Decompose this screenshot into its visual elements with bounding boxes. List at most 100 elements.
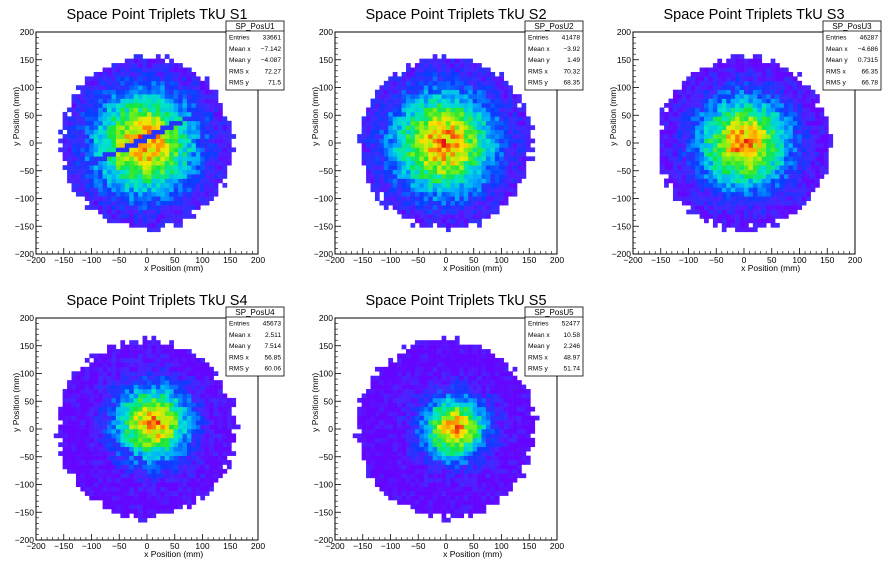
heatmap-bin bbox=[102, 107, 108, 113]
heatmap-bin bbox=[151, 455, 157, 461]
heatmap-bin bbox=[107, 120, 112, 126]
heatmap-bin bbox=[757, 71, 763, 77]
heatmap-bin bbox=[84, 402, 90, 408]
heatmap-bin bbox=[133, 349, 139, 354]
heatmap-bin bbox=[494, 178, 500, 184]
heatmap-bin bbox=[672, 191, 678, 197]
heatmap-bin bbox=[735, 120, 740, 126]
heatmap-bin bbox=[98, 460, 103, 465]
heatmap-bin bbox=[133, 214, 139, 219]
heatmap-bin bbox=[792, 129, 798, 135]
heatmap-bin bbox=[138, 349, 143, 354]
heatmap-bin bbox=[169, 344, 174, 350]
heatmap-bin bbox=[155, 205, 161, 210]
heatmap-bin bbox=[454, 200, 460, 206]
heatmap-bin bbox=[107, 446, 112, 452]
heatmap-bin bbox=[806, 107, 811, 113]
heatmap-bin bbox=[819, 107, 825, 113]
heatmap-bin bbox=[819, 160, 825, 166]
heatmap-bin bbox=[668, 129, 674, 135]
heatmap-bin bbox=[423, 67, 429, 73]
heatmap-bin bbox=[770, 67, 776, 73]
heatmap-bin bbox=[102, 424, 108, 430]
heatmap-bin bbox=[792, 89, 798, 95]
heatmap-bin bbox=[111, 446, 117, 452]
heatmap-bin bbox=[226, 138, 232, 144]
heatmap-bin bbox=[748, 178, 754, 184]
heatmap-bin bbox=[58, 138, 63, 144]
heatmap-bin bbox=[173, 468, 179, 474]
heatmap-bin bbox=[195, 103, 201, 108]
heatmap-bin bbox=[102, 182, 108, 188]
heatmap-bin bbox=[766, 151, 771, 157]
heatmap-bin bbox=[735, 200, 740, 206]
heatmap-bin bbox=[111, 63, 117, 68]
heatmap-bin bbox=[481, 107, 487, 113]
x-tick-label: −50 bbox=[112, 255, 127, 265]
heatmap-bin bbox=[169, 111, 174, 117]
heatmap-bin bbox=[410, 156, 416, 162]
heatmap-bin bbox=[160, 473, 166, 479]
histogram-name: SP_PosU1 bbox=[235, 22, 275, 31]
heatmap-bin bbox=[432, 200, 438, 206]
heatmap-bin bbox=[525, 129, 531, 135]
heatmap-bin bbox=[124, 116, 130, 122]
heatmap-bin bbox=[757, 200, 763, 206]
heatmap-bin bbox=[178, 402, 183, 408]
heatmap-bin bbox=[512, 156, 518, 162]
heatmap-bin bbox=[195, 76, 201, 82]
heatmap-bin bbox=[80, 85, 86, 91]
heatmap-bin bbox=[686, 94, 692, 99]
heatmap-bin bbox=[178, 151, 183, 157]
heatmap-bin bbox=[664, 156, 669, 162]
heatmap-bin bbox=[761, 76, 767, 82]
heatmap-bin bbox=[107, 138, 112, 144]
heatmap-bin bbox=[708, 129, 714, 135]
heatmap-bin bbox=[173, 393, 179, 399]
heatmap-bin bbox=[463, 71, 469, 77]
heatmap-bin bbox=[726, 76, 731, 82]
heatmap-bin bbox=[98, 411, 103, 416]
heatmap-bin bbox=[138, 353, 143, 359]
heatmap-bin bbox=[80, 429, 86, 434]
heatmap-bin bbox=[195, 120, 201, 126]
heatmap-bin bbox=[142, 187, 148, 193]
heatmap-bin bbox=[717, 151, 723, 157]
heatmap-bin bbox=[200, 477, 206, 483]
heatmap-bin bbox=[138, 120, 143, 126]
heatmap-bin bbox=[752, 63, 758, 68]
heatmap-bin bbox=[792, 169, 798, 175]
heatmap-bin bbox=[748, 209, 754, 215]
heatmap-bin bbox=[226, 125, 232, 130]
heatmap-bin bbox=[721, 147, 727, 153]
heatmap-bin bbox=[370, 129, 376, 135]
heatmap-bin bbox=[730, 89, 736, 95]
heatmap-bin bbox=[107, 182, 112, 188]
heatmap-bin bbox=[717, 58, 723, 64]
heatmap-bin bbox=[721, 218, 727, 224]
heatmap-bin bbox=[129, 143, 134, 148]
heatmap-bin bbox=[761, 218, 767, 224]
heatmap-bin bbox=[160, 178, 166, 184]
heatmap-bin bbox=[169, 120, 174, 126]
heatmap-bin bbox=[93, 107, 99, 113]
heatmap-bin bbox=[472, 67, 478, 73]
heatmap-bin bbox=[481, 182, 487, 188]
heatmap-bin bbox=[481, 187, 487, 193]
heatmap-bin bbox=[744, 147, 749, 153]
heatmap-bin bbox=[414, 165, 420, 170]
heatmap-bin bbox=[200, 460, 206, 465]
heatmap-bin bbox=[806, 125, 811, 130]
heatmap-bin bbox=[98, 174, 103, 179]
heatmap-bin bbox=[797, 165, 803, 170]
heatmap-bin bbox=[75, 433, 81, 439]
heatmap-bin bbox=[761, 125, 767, 130]
heatmap-bin bbox=[111, 508, 117, 514]
heatmap-bin bbox=[463, 178, 469, 184]
heatmap-bin bbox=[111, 468, 117, 474]
heatmap-bin bbox=[477, 76, 482, 82]
heatmap-bin bbox=[761, 120, 767, 126]
heatmap-bin bbox=[828, 143, 834, 148]
heatmap-bin bbox=[406, 156, 411, 162]
heatmap-bin bbox=[142, 165, 148, 170]
